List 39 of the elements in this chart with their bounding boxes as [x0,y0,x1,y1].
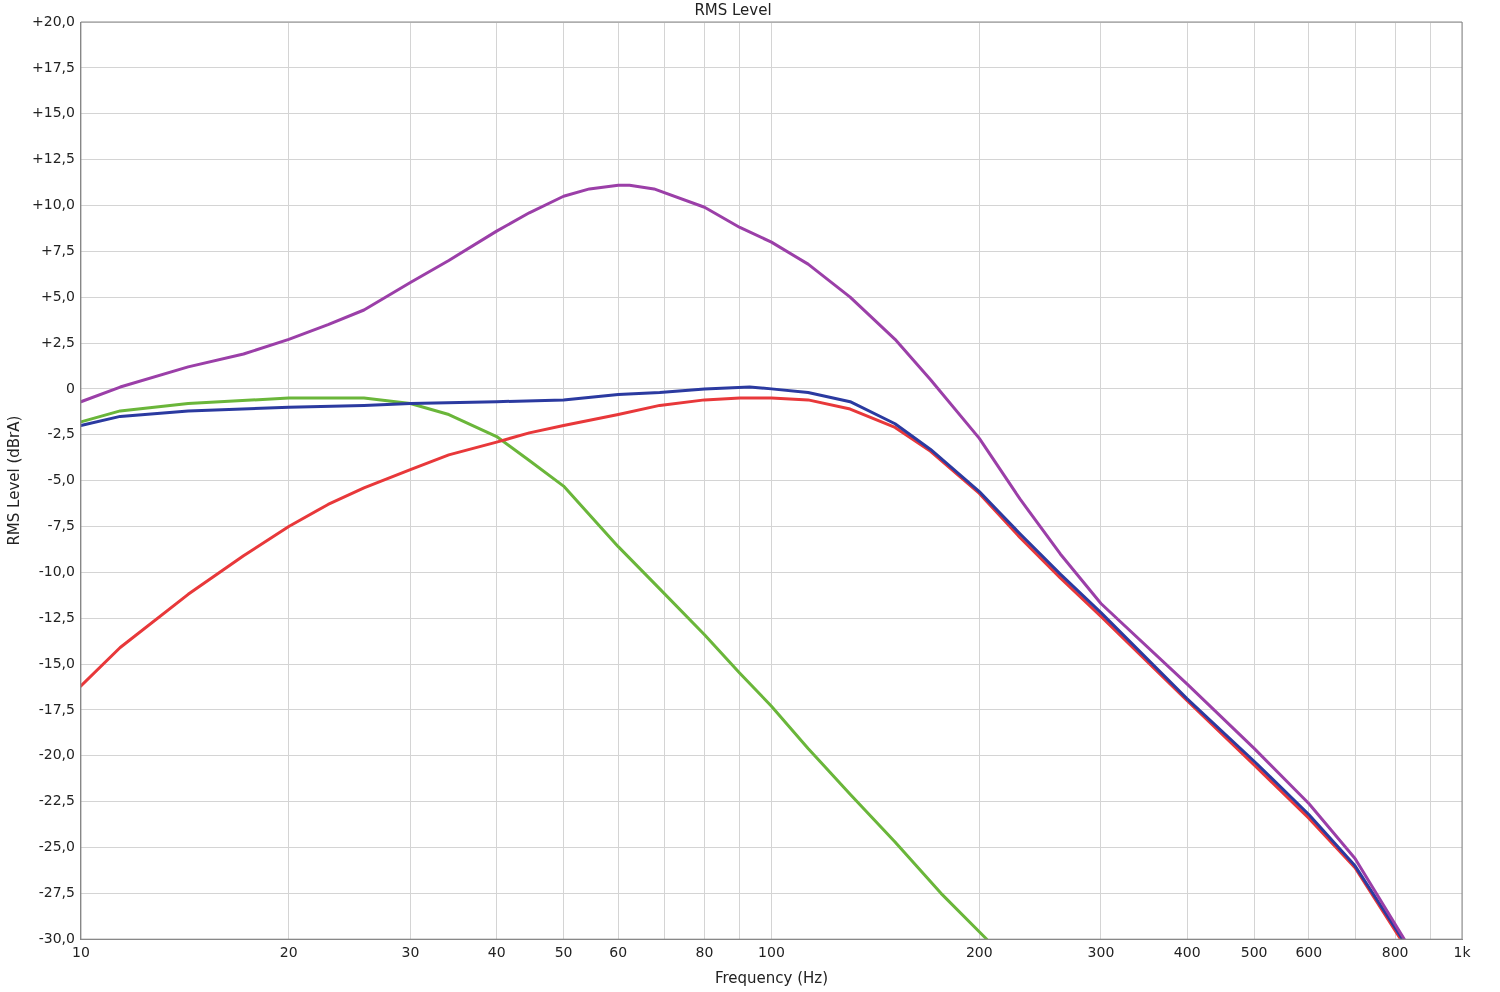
x-tick-label: 60 [609,944,628,961]
x-tick-label: 400 [1173,944,1201,961]
y-tick-label: -15,0 [38,654,75,671]
y-tick-label: +20,0 [32,12,75,29]
x-axis-title: Frequency (Hz) [714,968,829,987]
y-tick-label: -5,0 [47,471,75,488]
y-tick-label: -10,0 [38,562,75,579]
y-tick-label: -20,0 [38,746,75,763]
y-tick-label: 0 [65,379,75,396]
y-tick-label: -25,0 [38,838,75,855]
y-tick-label: -2,5 [47,425,75,442]
chart-title: RMS Level [694,0,772,19]
x-tick-label: 10 [71,944,90,961]
x-tick-label: 30 [401,944,420,961]
x-tick-label: 100 [758,944,785,961]
y-tick-label: +5,0 [40,287,75,304]
y-tick-label: +7,5 [40,241,75,258]
x-tick-label: 80 [695,944,714,961]
y-tick-label: +17,5 [32,58,75,75]
y-tick-label: -7,5 [47,517,75,534]
y-tick-label: +15,0 [32,104,75,121]
y-axis-title: RMS Level (dBrA) [4,415,23,546]
y-tick-label: +10,0 [32,196,75,213]
x-tick-label: 300 [1087,944,1115,961]
x-tick-label: 600 [1295,944,1323,961]
x-tick-label: 40 [487,944,506,961]
x-tick-label: 1k [1453,944,1472,961]
x-tick-label: 50 [554,944,573,961]
y-tick-label: -30,0 [38,929,75,946]
y-tick-label: +2,5 [40,333,75,350]
x-tick-label: 20 [279,944,298,961]
x-tick-label: 200 [965,944,993,961]
x-tick-label: 500 [1240,944,1268,961]
y-tick-label: +12,5 [32,150,75,167]
y-tick-label: -22,5 [38,792,75,809]
x-tick-label: 800 [1381,944,1409,961]
y-tick-label: -27,5 [38,883,75,900]
y-tick-label: -12,5 [38,608,75,625]
y-tick-label: -17,5 [38,700,75,717]
